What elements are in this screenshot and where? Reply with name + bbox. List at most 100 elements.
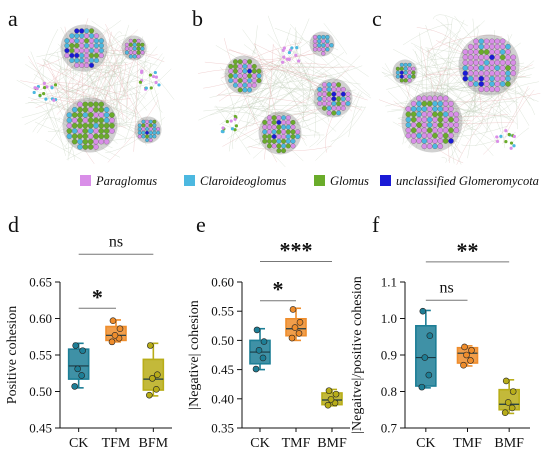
data-point [327, 396, 335, 403]
network-node [421, 111, 428, 118]
network-node [403, 62, 408, 67]
network-node [331, 82, 337, 88]
boxplot-panel-f: f 0.7 0.8 0.9 1.0 1.1 |Negaitve|/positive cohe… [350, 212, 530, 451]
network-node [478, 43, 485, 50]
network-node [483, 81, 490, 87]
network-node [321, 43, 326, 48]
y-tick-label: 0.60 [211, 275, 234, 290]
network-node [84, 43, 90, 49]
network-node [276, 143, 282, 149]
network-node [432, 138, 438, 144]
network-node [432, 143, 438, 150]
network-node [93, 33, 99, 39]
network-node [448, 111, 454, 118]
x-tick-label: TFM [102, 436, 131, 451]
network-node [74, 43, 80, 49]
network-node [426, 132, 433, 139]
network-node [478, 54, 485, 61]
network-node [152, 123, 157, 128]
network-node [416, 100, 422, 107]
network-edge [518, 71, 522, 75]
network-edge [426, 74, 527, 77]
network-node [416, 106, 422, 112]
data-point [291, 324, 299, 331]
network-node [262, 119, 268, 125]
data-point [421, 354, 429, 361]
network-edge [248, 145, 332, 152]
network-node [276, 148, 282, 154]
network-node [98, 43, 104, 49]
data-point [72, 342, 79, 349]
data-point [153, 386, 160, 393]
network-node [103, 117, 110, 124]
network-edge [41, 82, 126, 97]
network-node [87, 122, 94, 129]
data-point [325, 387, 333, 394]
network-node [478, 86, 485, 93]
network-node [478, 65, 485, 71]
network-node [154, 75, 159, 79]
network-node [504, 129, 508, 133]
network-node [233, 114, 237, 119]
data-point [71, 383, 78, 390]
network-node [340, 86, 346, 92]
network-node [87, 138, 94, 145]
network-node [87, 101, 94, 108]
network-node [312, 43, 318, 48]
network-node [505, 75, 511, 82]
network-node [93, 138, 99, 145]
network-edge [218, 94, 307, 104]
data-point [74, 365, 81, 373]
legend-label-glomus: Glomus [330, 174, 369, 188]
network-edge [47, 114, 101, 132]
network-node [148, 119, 153, 124]
network-node [426, 106, 433, 112]
network-node [157, 83, 161, 87]
significance-label: * [273, 277, 284, 302]
network-node [93, 112, 99, 118]
network-node [312, 47, 318, 52]
network-node [148, 134, 153, 139]
panel-letter-b: b [192, 6, 203, 31]
network-node [42, 81, 47, 85]
network-edge [402, 32, 451, 145]
network-node [336, 105, 342, 111]
network-node [251, 63, 257, 69]
network-node [266, 124, 272, 130]
network-node [505, 59, 511, 66]
network-node [285, 129, 291, 135]
network-node [317, 39, 322, 44]
network-node [432, 95, 438, 102]
network-node [136, 54, 141, 59]
network-node [494, 38, 501, 45]
network-node [98, 138, 105, 145]
x-tick-label: TMF [282, 436, 311, 451]
network-node [98, 101, 105, 108]
network-edge [290, 23, 372, 99]
network-node [325, 39, 330, 44]
network-node [281, 129, 287, 135]
data-point [501, 409, 509, 416]
network-node [462, 70, 469, 77]
network-node [437, 127, 444, 134]
network-edge [125, 53, 163, 84]
network-node [473, 75, 479, 82]
network-node [489, 65, 495, 71]
network-node [510, 65, 517, 71]
network-node [137, 127, 142, 132]
network-node [325, 34, 330, 40]
data-point [295, 330, 303, 337]
network-node [483, 65, 490, 71]
network-node [426, 111, 433, 118]
network-node [98, 128, 105, 134]
network-edge [20, 80, 116, 105]
network-edge [30, 51, 66, 156]
network-node [399, 74, 404, 79]
network-edge [467, 18, 477, 159]
network-edge [433, 72, 441, 100]
network-node [103, 138, 110, 145]
network-edge [41, 58, 134, 114]
network-edge [242, 29, 305, 115]
network-node [410, 122, 417, 128]
cluster-outline [458, 34, 520, 96]
